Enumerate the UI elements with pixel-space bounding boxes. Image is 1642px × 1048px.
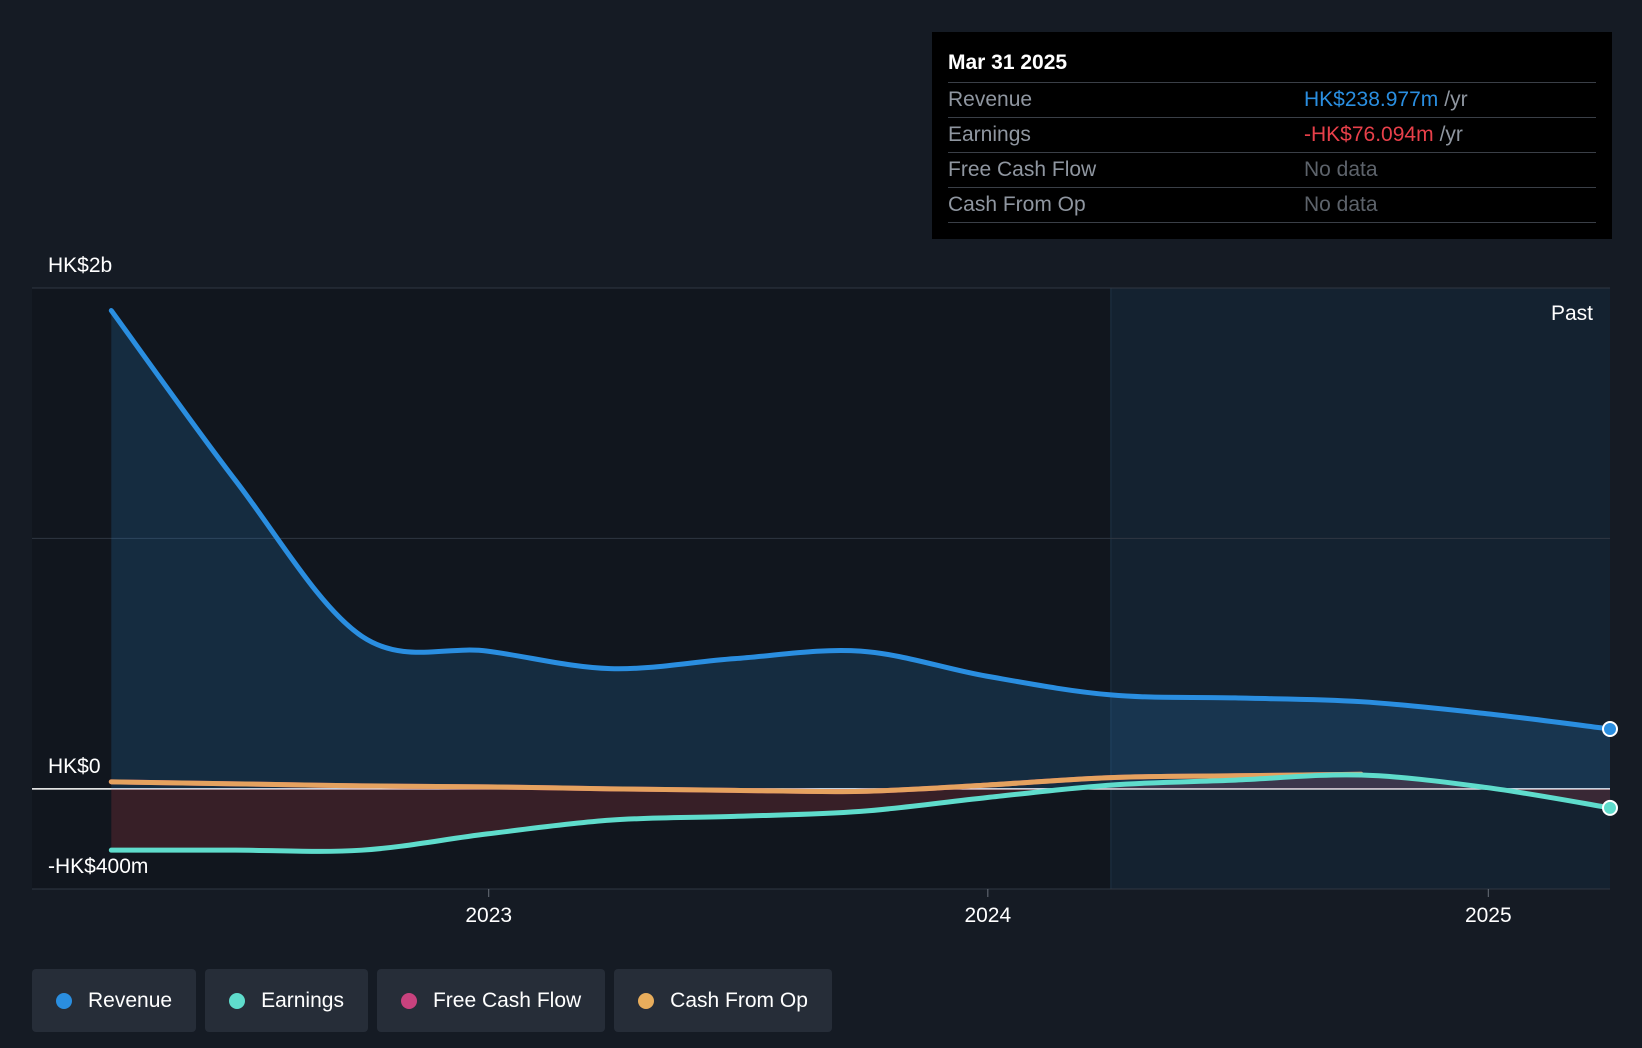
legend-dot-icon <box>400 992 417 1009</box>
tooltip-label: Earnings <box>948 123 1031 146</box>
legend-item-earnings[interactable]: Earnings <box>205 969 368 1032</box>
legend-item-free-cash-flow[interactable]: Free Cash Flow <box>376 969 606 1032</box>
data-tooltip: Mar 31 2025 Revenue HK$238.977m /yr Earn… <box>932 32 1612 239</box>
grid <box>32 287 1610 897</box>
tooltip-value: No data <box>1304 158 1378 181</box>
legend-item-cash-from-op[interactable]: Cash From Op <box>614 969 832 1032</box>
y-tick-label: -HK$400m <box>48 855 148 878</box>
chart-lines <box>108 308 1618 854</box>
tooltip-row-cash-from-op: Cash From Op No data <box>948 188 1596 223</box>
endpoint-marker-revenue <box>1602 720 1618 737</box>
tooltip-row-free-cash-flow: Free Cash Flow No data <box>948 153 1596 188</box>
tooltip-value: HK$238.977m <box>1304 88 1439 111</box>
tooltip-date: Mar 31 2025 <box>948 46 1596 83</box>
past-label: Past <box>1551 302 1593 325</box>
legend-dot-icon <box>56 992 72 1009</box>
x-tick-label: 2024 <box>964 904 1011 927</box>
past-region <box>1110 288 1610 889</box>
tooltip-label: Free Cash Flow <box>948 158 1097 181</box>
legend-dot-icon <box>229 992 246 1009</box>
chart-labels: HK$2b HK$0 -HK$400m 2023 2024 2025 Past <box>48 254 1593 927</box>
legend-label: Earnings <box>261 988 344 1012</box>
endpoint-marker-earnings <box>1602 799 1618 816</box>
y-tick-label: HK$2b <box>48 254 112 277</box>
tooltip-value: -HK$76.094m <box>1304 123 1434 146</box>
y-tick-label: HK$0 <box>48 755 101 778</box>
tooltip-value: No data <box>1304 193 1378 216</box>
tooltip-unit: /yr <box>1444 88 1468 111</box>
legend-label: Free Cash Flow <box>432 988 582 1012</box>
tooltip-row-revenue: Revenue HK$238.977m /yr <box>948 83 1596 118</box>
legend-label: Revenue <box>88 988 173 1012</box>
series-line-revenue <box>108 308 1613 732</box>
x-tick-label: 2023 <box>465 904 512 927</box>
tooltip-label: Revenue <box>948 88 1033 111</box>
series-line-cash-from-op <box>108 771 1364 795</box>
revenue-area <box>111 310 1611 789</box>
legend: Revenue Earnings Free Cash Flow Cash Fro… <box>32 969 832 1032</box>
legend-label: Cash From Op <box>670 988 808 1012</box>
x-tick-label: 2025 <box>1465 904 1512 927</box>
tooltip-unit: /yr <box>1439 123 1463 146</box>
legend-dot-icon <box>638 992 655 1009</box>
tooltip-label: Cash From Op <box>948 193 1086 216</box>
legend-item-revenue[interactable]: Revenue <box>32 969 197 1032</box>
series-line-earnings <box>108 772 1613 854</box>
tooltip-row-earnings: Earnings -HK$76.094m /yr <box>948 118 1596 153</box>
